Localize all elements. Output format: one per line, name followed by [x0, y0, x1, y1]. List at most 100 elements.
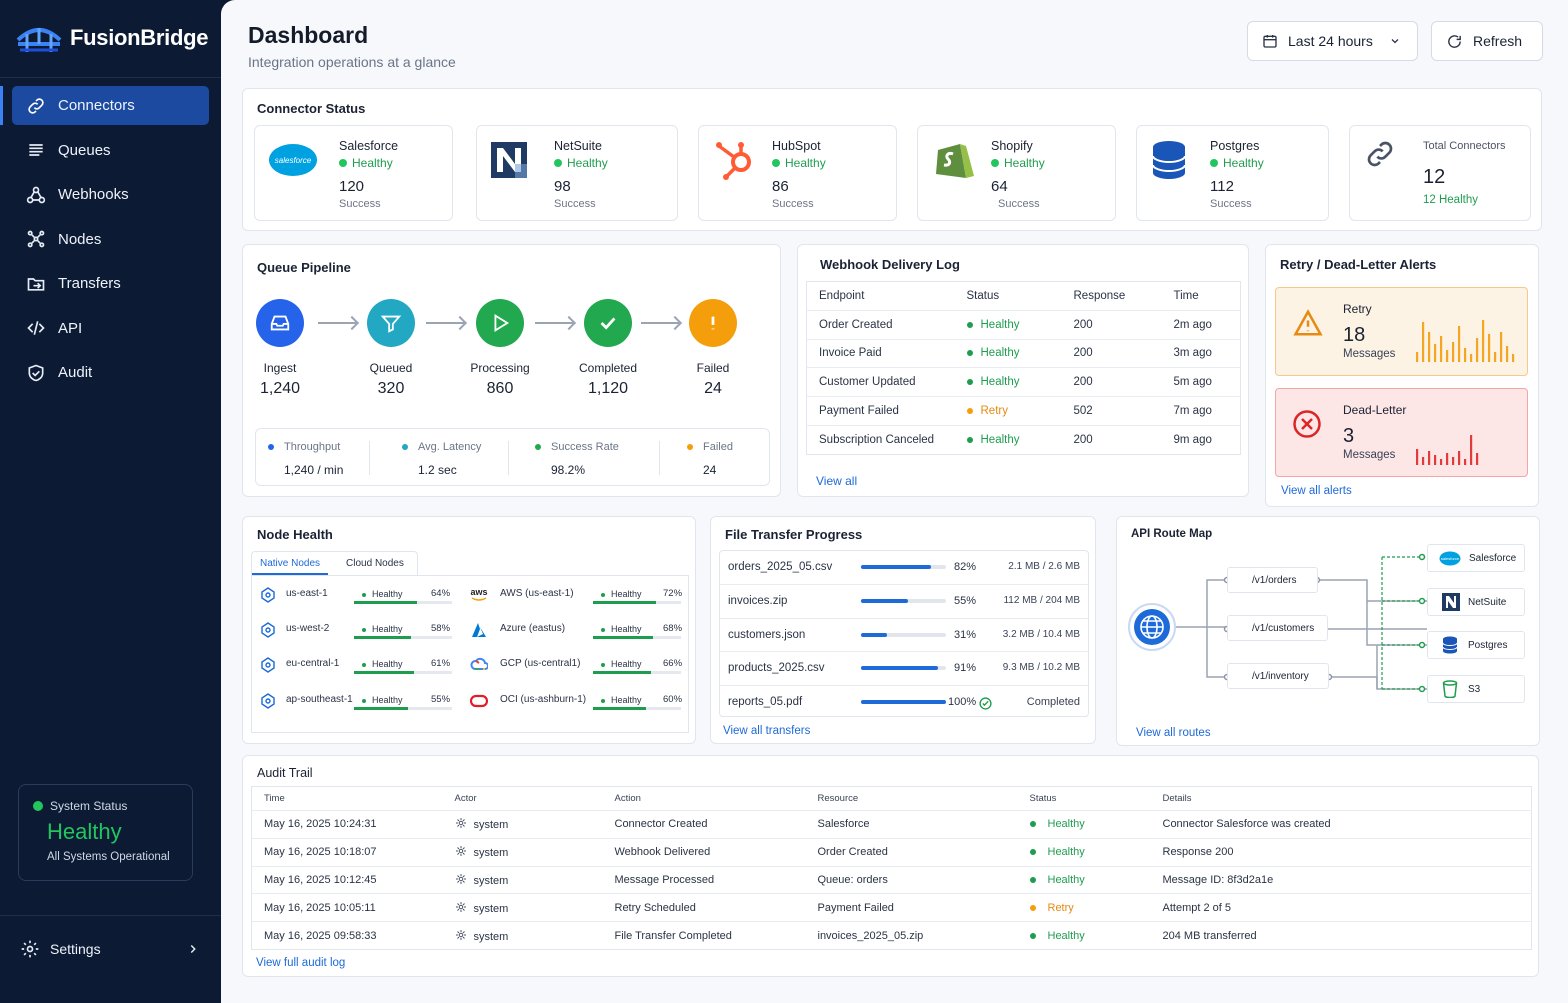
connector-count: 98 — [554, 178, 571, 195]
status-cell: Healthy — [966, 367, 1074, 397]
node-row[interactable]: us-east-1 Healthy 64% aws AWS (us-east-1) Hea… — [256, 586, 686, 606]
sidebar-item-audit[interactable]: Audit — [12, 353, 209, 392]
transfer-row[interactable]: invoices.zip 55% 112 MB / 204 MB — [720, 584, 1088, 617]
actor-cell: system — [454, 810, 615, 839]
target-node-postgres[interactable]: Postgres — [1427, 631, 1525, 659]
dead-letter-alert[interactable]: Dead-Letter 3 Messages — [1275, 388, 1528, 477]
cloud-node-icon — [261, 622, 275, 638]
status-dot — [1029, 877, 1036, 884]
spark-bar — [1416, 352, 1419, 362]
salesforce-logo-text: salesforce — [1441, 556, 1460, 561]
target-node-salesforce[interactable]: salesforce Salesforce — [1427, 544, 1525, 572]
retry-alert[interactable]: Retry 18 Messages — [1275, 287, 1528, 376]
node-load-fill — [593, 671, 652, 674]
transfer-row[interactable]: reports_05.pdf 100% Completed — [720, 684, 1088, 718]
sidebar-item-webhooks[interactable]: Webhooks — [12, 175, 209, 214]
stage-completed[interactable]: Completed 1,120 — [568, 299, 648, 398]
actor-text: system — [473, 819, 509, 832]
sidebar-item-queues[interactable]: Queues — [12, 131, 209, 170]
table-row[interactable]: Subscription Canceled Healthy 200 9m ago — [806, 424, 1241, 455]
shield-check-icon — [28, 364, 44, 381]
transfer-row[interactable]: customers.json 31% 3.2 MB / 10.4 MB — [720, 617, 1088, 651]
connector-card-netsuite[interactable]: NetSuite Healthy 98 Success — [476, 125, 678, 221]
table-row[interactable]: May 16, 2025 10:18:07 system Webhook Deliv… — [251, 837, 1532, 867]
connector-count: 112 — [1210, 178, 1234, 195]
table-row[interactable]: May 16, 2025 10:12:45 system Message Proce… — [251, 865, 1532, 894]
alert-unit: Messages — [1343, 449, 1396, 461]
salesforce-logo-icon: salesforce — [269, 144, 317, 176]
warning-icon — [1293, 309, 1323, 336]
actor-cell: system — [454, 921, 615, 950]
status-badge: Healthy — [1210, 156, 1264, 170]
view-all-link[interactable]: View all — [816, 474, 858, 488]
card-title: Webhook Delivery Log — [820, 257, 960, 272]
table-row[interactable]: Order Created Healthy 200 2m ago — [806, 309, 1241, 340]
progress-bar — [861, 666, 946, 671]
spark-bar — [1452, 342, 1455, 362]
node-name: eu-central-1 — [286, 658, 340, 669]
column-header: Status — [1029, 793, 1057, 804]
status-dot — [1029, 849, 1036, 856]
table-row[interactable]: Payment Failed Retry 502 7m ago — [806, 396, 1241, 426]
transfer-size: 112 MB / 204 MB — [1003, 595, 1080, 607]
stage-failed[interactable]: Failed 24 — [673, 299, 753, 398]
stage-ingest[interactable]: Ingest 1,240 — [240, 299, 320, 398]
refresh-button[interactable]: Refresh — [1431, 21, 1543, 61]
transfer-row[interactable]: orders_2025_05.csv 82% 2.1 MB / 2.6 MB — [720, 551, 1088, 584]
transfer-row[interactable]: products_2025.csv 91% 9.3 MB / 10.2 MB — [720, 651, 1088, 684]
time-cell: 3m ago — [1173, 338, 1241, 368]
connector-caption: Success — [772, 198, 814, 210]
connector-card-hubspot[interactable]: HubSpot Healthy 86 Success — [698, 125, 897, 221]
view-all-transfers-link[interactable]: View all transfers — [723, 725, 811, 737]
endpoint-cell: Customer Updated — [806, 367, 967, 397]
route-node[interactable]: /v1/orders — [1227, 567, 1318, 593]
tab-native-nodes[interactable]: Native Nodes — [252, 552, 329, 575]
time-range-select[interactable]: Last 24 hours — [1247, 21, 1418, 61]
status-dot — [966, 350, 973, 357]
table-row[interactable]: May 16, 2025 10:05:11 system Retry Schedul… — [251, 893, 1532, 922]
node-health-card: Node Health Native Nodes Cloud Nodes us-… — [242, 516, 696, 744]
sidebar-item-transfers[interactable]: Transfers — [12, 264, 209, 303]
target-node-s3[interactable]: S3 — [1427, 675, 1525, 703]
table-row[interactable]: May 16, 2025 10:24:31 system Connector Cre… — [251, 810, 1532, 839]
divider — [0, 77, 221, 78]
stage-queued[interactable]: Queued 320 — [351, 299, 431, 398]
sidebar-item-label: Queues — [58, 141, 111, 159]
view-all-alerts-link[interactable]: View all alerts — [1281, 485, 1352, 497]
table-row[interactable]: Customer Updated Healthy 200 5m ago — [806, 367, 1241, 397]
route-node[interactable]: /v1/inventory — [1227, 663, 1329, 689]
tab-cloud-nodes[interactable]: Cloud Nodes — [346, 558, 404, 569]
table-row[interactable]: May 16, 2025 09:58:33 system File Transfer… — [251, 921, 1532, 950]
node-row[interactable]: ap-southeast-1 Healthy 55% OCI (us-ashburn-… — [256, 692, 686, 712]
spark-bar — [1506, 346, 1509, 362]
stage-processing[interactable]: Processing 860 — [460, 299, 540, 398]
brand[interactable]: FusionBridge — [16, 22, 208, 54]
arrow-connector — [641, 322, 679, 324]
settings-button[interactable]: Settings — [20, 935, 200, 963]
connector-name: NetSuite — [554, 139, 602, 153]
progress-pct: 55% — [954, 595, 977, 608]
netsuite-logo-icon — [1442, 593, 1460, 611]
response-cell: 200 — [1073, 367, 1174, 397]
sidebar-item-nodes[interactable]: Nodes — [12, 220, 209, 259]
stat-failed: Failed 24 — [687, 441, 733, 477]
node-pct: 58% — [431, 623, 451, 634]
table-row[interactable]: Invoice Paid Healthy 200 3m ago — [806, 338, 1241, 368]
view-full-audit-link[interactable]: View full audit log — [256, 957, 346, 969]
view-all-routes-link[interactable]: View all routes — [1136, 727, 1211, 739]
connector-card-postgres[interactable]: Postgres Healthy 112 Success — [1136, 125, 1329, 221]
node-status: Healthy — [601, 589, 642, 599]
salesforce-logo-text: salesforce — [275, 156, 312, 165]
route-node[interactable]: /v1/customers — [1227, 615, 1328, 641]
sidebar-item-api[interactable]: API — [12, 309, 209, 348]
transfer-size: 2.1 MB / 2.6 MB — [1008, 561, 1080, 572]
connector-name: Shopify — [991, 139, 1033, 153]
table-header-row: Endpoint Status Response Time — [807, 282, 1241, 311]
sidebar-item-connectors[interactable]: Connectors — [0, 86, 209, 125]
connector-card-salesforce[interactable]: salesforce Salesforce Healthy 120 Succes… — [254, 125, 453, 221]
node-row[interactable]: eu-central-1 Healthy 61% GCP (us-central1) H… — [256, 656, 686, 676]
node-row[interactable]: us-west-2 Healthy 58% Azure (eastus) Healthy… — [256, 621, 686, 641]
connector-card-shopify[interactable]: Shopify Healthy 64 Success — [917, 125, 1116, 221]
connector-name: Postgres — [1210, 139, 1260, 153]
target-node-netsuite[interactable]: NetSuite — [1427, 588, 1525, 616]
